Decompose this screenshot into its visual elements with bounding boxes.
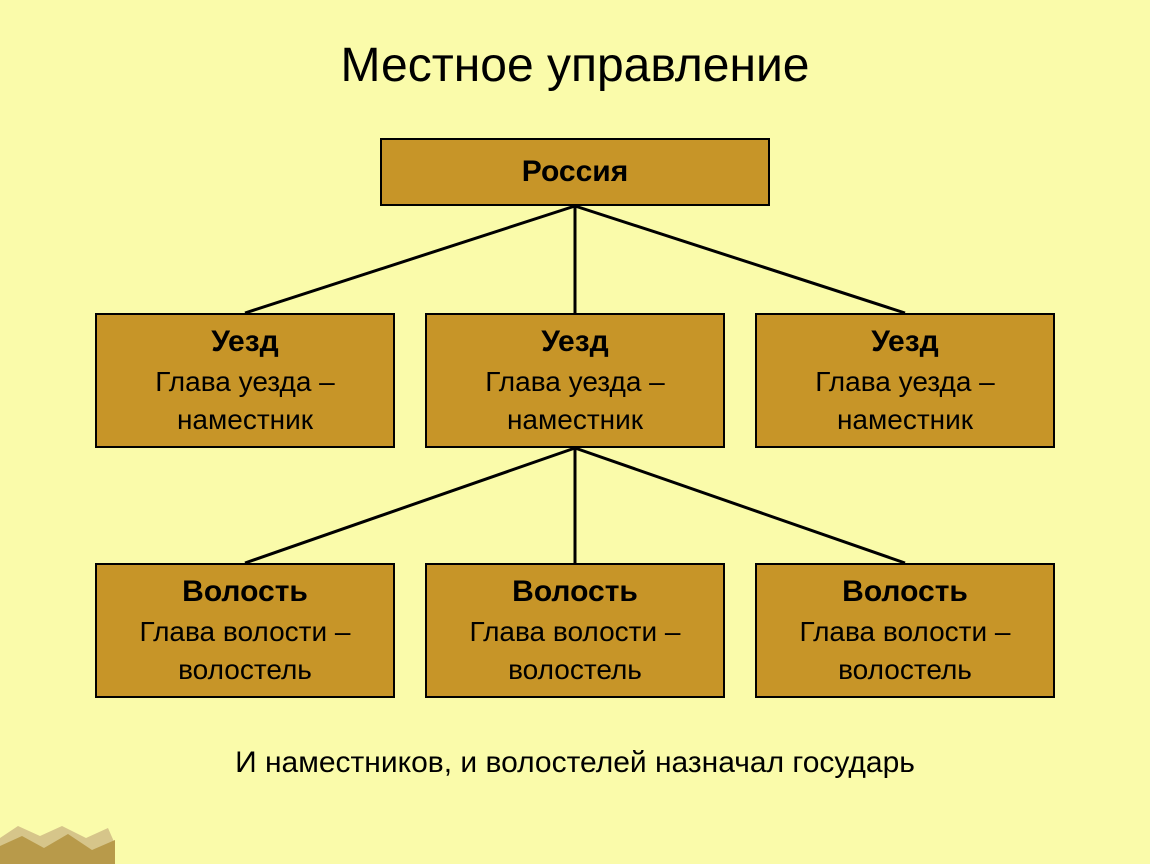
node-sub-line2: волостель [508, 651, 642, 689]
node-volost-2: Волость Глава волости – волостель [755, 563, 1055, 698]
node-sub-line2: волостель [178, 651, 312, 689]
node-uezd-2: Уезд Глава уезда – наместник [755, 313, 1055, 448]
node-title: Уезд [211, 322, 278, 363]
node-sub-line1: Глава волости – [140, 613, 351, 651]
diagram-title: Местное управление [0, 0, 1150, 93]
node-title: Волость [842, 572, 968, 613]
node-uezd-1: Уезд Глава уезда – наместник [425, 313, 725, 448]
corner-decoration [0, 826, 115, 864]
diagram-footer-text: И наместников, и волостелей назначал гос… [0, 746, 1150, 780]
node-volost-0: Волость Глава волости – волостель [95, 563, 395, 698]
node-sub-line1: Глава уезда – [815, 363, 995, 401]
node-root: Россия [380, 138, 770, 206]
node-root-label: Россия [522, 152, 629, 193]
node-sub-line2: наместник [837, 401, 973, 439]
node-sub-line2: наместник [177, 401, 313, 439]
node-volost-1: Волость Глава волости – волостель [425, 563, 725, 698]
node-sub-line1: Глава уезда – [155, 363, 335, 401]
node-sub-line2: наместник [507, 401, 643, 439]
node-uezd-0: Уезд Глава уезда – наместник [95, 313, 395, 448]
node-title: Волость [512, 572, 638, 613]
node-sub-line1: Глава уезда – [485, 363, 665, 401]
node-sub-line2: волостель [838, 651, 972, 689]
node-title: Уезд [871, 322, 938, 363]
node-sub-line1: Глава волости – [800, 613, 1011, 651]
node-title: Уезд [541, 322, 608, 363]
node-sub-line1: Глава волости – [470, 613, 681, 651]
node-title: Волость [182, 572, 308, 613]
diagram-canvas: Россия Уезд Глава уезда – наместник Уезд… [0, 93, 1150, 773]
